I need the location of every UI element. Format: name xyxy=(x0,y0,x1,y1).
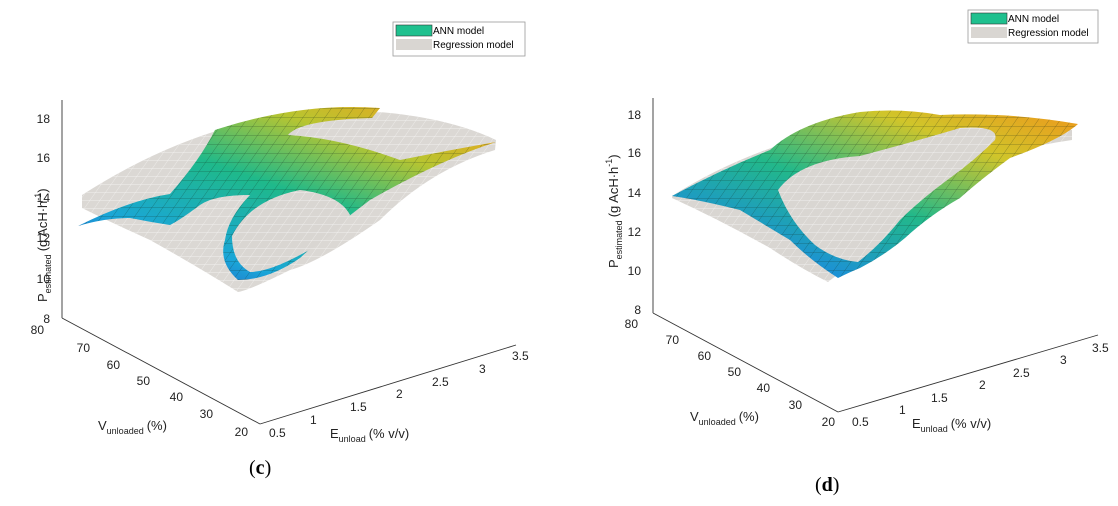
legend-swatch-ann-d xyxy=(970,12,1008,25)
z-axis-label-c: Pestimated(g AcH·h-1) xyxy=(33,188,53,302)
chart-d: ANN model Regression model 8 10 12 14 16… xyxy=(604,9,1109,496)
z-tick-c: 8 xyxy=(43,312,50,326)
y-tick-d: 50 xyxy=(728,365,742,379)
ann-surface-c xyxy=(78,106,496,280)
x-ticks-c: 0.5 1 1.5 2 2.5 3 3.5 xyxy=(269,349,529,440)
x-tick-d: 1.5 xyxy=(931,391,948,405)
x-tick-d: 0.5 xyxy=(852,415,869,429)
z-tick-d: 16 xyxy=(628,146,642,160)
y-tick-d: 40 xyxy=(757,381,771,395)
axes-d xyxy=(652,98,1099,413)
x-tick-d: 2 xyxy=(979,378,986,392)
x-tick-c: 3 xyxy=(479,362,486,376)
y-axis-label-d: Vunloaded (%) xyxy=(690,409,759,427)
x-ticks-d: 0.5 1 1.5 2 2.5 3 3.5 xyxy=(852,341,1109,429)
legend-d: ANN model Regression model xyxy=(967,9,1099,44)
y-tick-c: 30 xyxy=(200,407,214,421)
x-tick-d: 2.5 xyxy=(1013,366,1030,380)
y-ticks-c: 80 70 60 50 40 30 20 xyxy=(31,323,249,439)
x-axis-label-d: Eunload (% v/v) xyxy=(912,416,991,434)
panel-label-c: (c) xyxy=(249,457,271,479)
z-ticks-d: 8 10 12 14 16 18 xyxy=(628,108,642,317)
x-tick-c: 0.5 xyxy=(269,426,286,440)
legend-swatch-ann-c xyxy=(395,24,433,37)
z-tick-c: 16 xyxy=(37,151,51,165)
legend-label-reg-c: Regression model xyxy=(433,40,514,51)
y-tick-c: 60 xyxy=(107,358,121,372)
x-tick-c: 2.5 xyxy=(432,375,449,389)
z-tick-d: 10 xyxy=(628,264,642,278)
legend-label-ann-d: ANN model xyxy=(1008,14,1059,25)
y-tick-c: 40 xyxy=(170,390,184,404)
z-tick-c: 14 xyxy=(37,191,51,205)
y-tick-d: 20 xyxy=(822,415,836,429)
legend-swatch-reg-c xyxy=(396,39,432,50)
z-tick-c: 18 xyxy=(37,112,51,126)
legend-swatch-reg-d xyxy=(971,27,1007,38)
x-axis-label-c: Eunload (% v/v) xyxy=(330,426,409,444)
x-tick-c: 2 xyxy=(396,387,403,401)
z-tick-c: 12 xyxy=(37,231,51,245)
z-tick-d: 8 xyxy=(634,303,641,317)
x-tick-c: 3.5 xyxy=(512,349,529,363)
y-tick-d: 60 xyxy=(698,349,712,363)
z-tick-d: 18 xyxy=(628,108,642,122)
x-tick-d: 1 xyxy=(899,403,906,417)
legend-label-ann-c: ANN model xyxy=(433,26,484,37)
chart-c: ANN model Regression model 8 10 12 14 16… xyxy=(31,21,529,479)
ann-surface-d xyxy=(672,110,1078,278)
y-axis-label-c: Vunloaded (%) xyxy=(98,418,167,436)
z-tick-d: 14 xyxy=(628,186,642,200)
y-tick-d: 80 xyxy=(625,317,639,331)
y-tick-c: 50 xyxy=(137,374,151,388)
y-tick-c: 70 xyxy=(77,341,91,355)
y-tick-c: 20 xyxy=(235,425,249,439)
z-axis-label-d: Pestimated(g AcH·h-1) xyxy=(604,154,624,268)
panel-label-d: (d) xyxy=(815,474,839,496)
legend-label-reg-d: Regression model xyxy=(1008,28,1089,39)
x-tick-d: 3.5 xyxy=(1092,341,1109,355)
axes-c xyxy=(61,100,517,425)
z-tick-c: 10 xyxy=(37,272,51,286)
x-tick-c: 1.5 xyxy=(350,400,367,414)
y-tick-d: 30 xyxy=(789,398,803,412)
z-tick-d: 12 xyxy=(628,225,642,239)
z-ticks-c: 8 10 12 14 16 18 xyxy=(37,112,51,326)
y-ticks-d: 80 70 60 50 40 30 20 xyxy=(625,317,836,429)
y-tick-d: 70 xyxy=(666,333,680,347)
legend-c: ANN model Regression model xyxy=(392,21,526,57)
y-tick-c: 80 xyxy=(31,323,45,337)
x-tick-c: 1 xyxy=(310,413,317,427)
x-tick-d: 3 xyxy=(1060,353,1067,367)
